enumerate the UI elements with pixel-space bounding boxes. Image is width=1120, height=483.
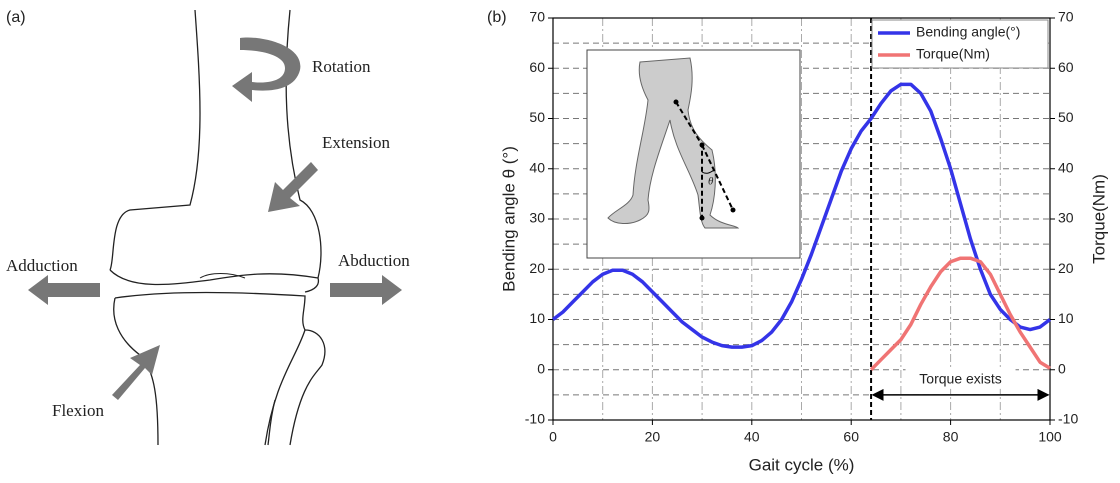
label: Extension xyxy=(322,133,390,152)
x-tick-label: 40 xyxy=(744,429,760,445)
y-tick-label: -10 xyxy=(525,411,545,427)
label: Rotation xyxy=(312,57,371,76)
y2-tick-label: 20 xyxy=(1058,260,1074,276)
x-tick-label: 0 xyxy=(549,429,557,445)
y2-tick-label: 60 xyxy=(1058,59,1074,75)
x-tick-label: 60 xyxy=(843,429,859,445)
y2-tick-label: 70 xyxy=(1058,9,1074,25)
legend-label: Torque(Nm) xyxy=(916,46,990,62)
label: Flexion xyxy=(52,401,104,420)
x-tick-label: 80 xyxy=(943,429,959,445)
x-tick-label: 20 xyxy=(645,429,661,445)
y-tick-label: 60 xyxy=(529,59,545,75)
y-tick-label: 20 xyxy=(529,260,545,276)
motion-arrows xyxy=(28,37,402,400)
panel-label: (a) xyxy=(6,9,26,26)
panel-label: (b) xyxy=(487,9,507,26)
y2-tick-label: 30 xyxy=(1058,210,1074,226)
inset: θ xyxy=(586,49,801,259)
x-tick-label: 100 xyxy=(1038,429,1062,445)
legend-box xyxy=(871,19,1049,69)
y-axis-label: Bending angle θ (°) xyxy=(499,146,518,292)
x-axis-label: Gait cycle (%) xyxy=(749,455,855,474)
label: Abduction xyxy=(338,251,410,270)
annotation-bg xyxy=(905,368,1016,389)
y-tick-label: 30 xyxy=(529,210,545,226)
y-tick-label: 10 xyxy=(529,310,545,326)
y2-tick-label: 40 xyxy=(1058,159,1074,175)
y2-tick-label: 0 xyxy=(1058,360,1066,376)
y-tick-label: 40 xyxy=(529,159,545,175)
y-tick-label: 50 xyxy=(529,109,545,125)
y-tick-label: 0 xyxy=(537,360,545,376)
y2-tick-label: 10 xyxy=(1058,310,1074,326)
series-line xyxy=(869,256,1051,371)
y2-axis-label: Torque(Nm) xyxy=(1089,174,1108,264)
y2-tick-label: 50 xyxy=(1058,109,1074,125)
y-tick-label: 70 xyxy=(529,9,545,25)
annotation: Torque exists xyxy=(919,371,1001,387)
inset-label: θ xyxy=(708,176,714,188)
legend-label: Bending angle(°) xyxy=(916,24,1020,40)
series-line xyxy=(551,82,1052,349)
y2-tick-label: -10 xyxy=(1058,411,1078,427)
label: Adduction xyxy=(6,256,78,275)
